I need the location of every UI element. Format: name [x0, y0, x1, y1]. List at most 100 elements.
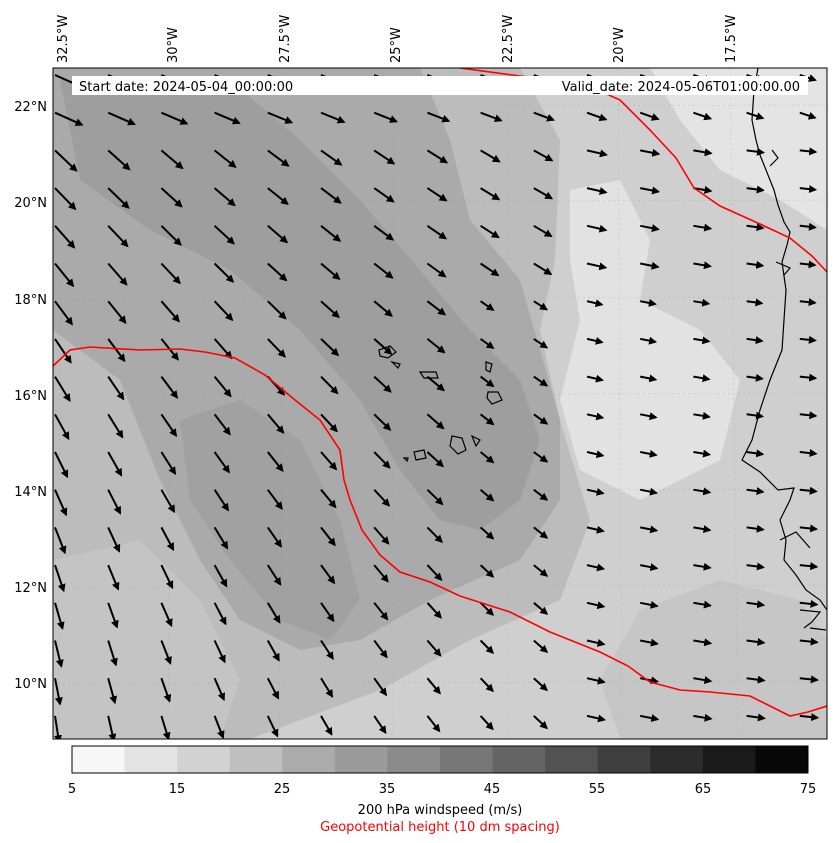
wind-arrow [160, 262, 181, 285]
wind-arrow [426, 224, 448, 240]
wind-arrow [54, 338, 72, 364]
wind-arrow [107, 111, 136, 126]
wind-arrow [320, 526, 336, 547]
wind-arrow [107, 677, 118, 705]
wind-arrow [746, 298, 764, 307]
wind-arrow [746, 260, 765, 269]
wind-arrow [54, 413, 70, 441]
wind-arrow [54, 640, 64, 668]
wind-arrow [267, 338, 286, 358]
wind-arrow [266, 715, 279, 738]
wind-arrow [799, 335, 817, 344]
colorbar-ticks: 5 15 25 35 45 55 65 75 [68, 782, 816, 797]
colorbar-swatch [545, 746, 599, 773]
colorbar-tick-label: 15 [169, 782, 186, 797]
wind-arrow [693, 336, 711, 345]
colorbar-swatch [755, 746, 809, 773]
wind-arrow [427, 111, 451, 123]
wind-arrow [320, 300, 340, 319]
wind-arrow [107, 489, 122, 515]
wind-arrow [746, 713, 766, 722]
colorbar-swatch [229, 746, 283, 773]
wind-arrow [480, 262, 500, 277]
wind-arrow [213, 564, 228, 588]
wind-arrow [107, 262, 128, 286]
wind-arrow [267, 300, 287, 320]
wind-arrow [693, 449, 712, 458]
wind-arrow [107, 376, 125, 401]
wind-arrow [586, 111, 608, 122]
wind-arrow [586, 149, 608, 158]
lat-label: 16°N [14, 389, 47, 404]
africa-coastline [741, 68, 827, 611]
colorbar-tick-label: 35 [379, 782, 396, 797]
wind-arrow [693, 148, 713, 157]
wind-arrow [426, 413, 445, 430]
wind-arrow [480, 111, 503, 122]
wind-arrow [213, 677, 226, 702]
wind-arrow [479, 564, 495, 578]
wind-arrow [161, 111, 189, 125]
wind-arrow [107, 149, 131, 171]
wind-arrow [213, 262, 235, 283]
wind-arrow [213, 338, 233, 360]
wind-arrow [586, 676, 606, 685]
wind-arrow [426, 149, 449, 164]
wind-arrow [320, 564, 336, 585]
wind-arrow [426, 488, 444, 506]
wind-arrow [640, 600, 659, 609]
wind-arrow [799, 675, 819, 684]
wind-arrow [799, 637, 819, 646]
wind-arrow [54, 149, 78, 172]
colorbar-tick-label: 75 [800, 782, 817, 797]
lat-label: 20°N [14, 196, 47, 211]
contour-legend-label: Geopotential height (10 dm spacing) [320, 820, 560, 835]
wind-arrow [693, 411, 711, 420]
wind-arrow [373, 677, 388, 697]
wind-arrow [54, 262, 75, 288]
wind-arrow [533, 375, 549, 387]
wind-arrow [799, 298, 817, 307]
wind-arrow [320, 489, 337, 509]
wind-arrow [533, 111, 556, 122]
wind-arrow [107, 526, 121, 553]
wind-arrow [267, 111, 294, 124]
wind-arrow [693, 713, 713, 722]
wind-arrow [799, 562, 819, 571]
wind-arrow [373, 375, 392, 393]
wind-arrow [373, 639, 388, 659]
wind-arrow [373, 262, 394, 279]
colorbar-swatch [282, 746, 336, 773]
wind-arrow [373, 338, 393, 355]
wind-arrow [586, 262, 608, 271]
wind-arrow [746, 147, 765, 156]
colorbar-tick-label: 25 [274, 782, 291, 797]
colorbar-tick-label: 5 [68, 782, 76, 797]
wind-arrow [746, 637, 766, 646]
wind-arrow [107, 187, 130, 209]
wind-arrow [479, 639, 495, 655]
windspeed-band-30 [60, 80, 540, 530]
wind-arrow [426, 564, 443, 581]
wind-arrow [160, 451, 177, 476]
lon-label: 25°W [389, 27, 404, 63]
map-frame [52, 67, 828, 740]
wind-arrow [693, 638, 713, 647]
colorbar-frame [71, 745, 809, 774]
geopotential-contour-south [53, 346, 827, 717]
lat-label: 10°N [14, 677, 47, 692]
wind-arrow [213, 526, 229, 550]
wind-arrow [479, 526, 495, 540]
wind-arrow [533, 451, 549, 463]
wind-arrow [586, 525, 605, 534]
wind-arrow [373, 111, 398, 123]
wind-arrow [320, 602, 335, 623]
lon-label: 20°W [612, 27, 627, 63]
wind-arrow [479, 375, 495, 388]
windspeed-band-10-ne [650, 68, 827, 230]
wind-arrow [586, 563, 606, 572]
wind-arrow [160, 300, 180, 323]
wind-arrow [586, 412, 605, 421]
lon-label: 22.5°W [501, 15, 516, 63]
wind-arrow [746, 675, 766, 684]
